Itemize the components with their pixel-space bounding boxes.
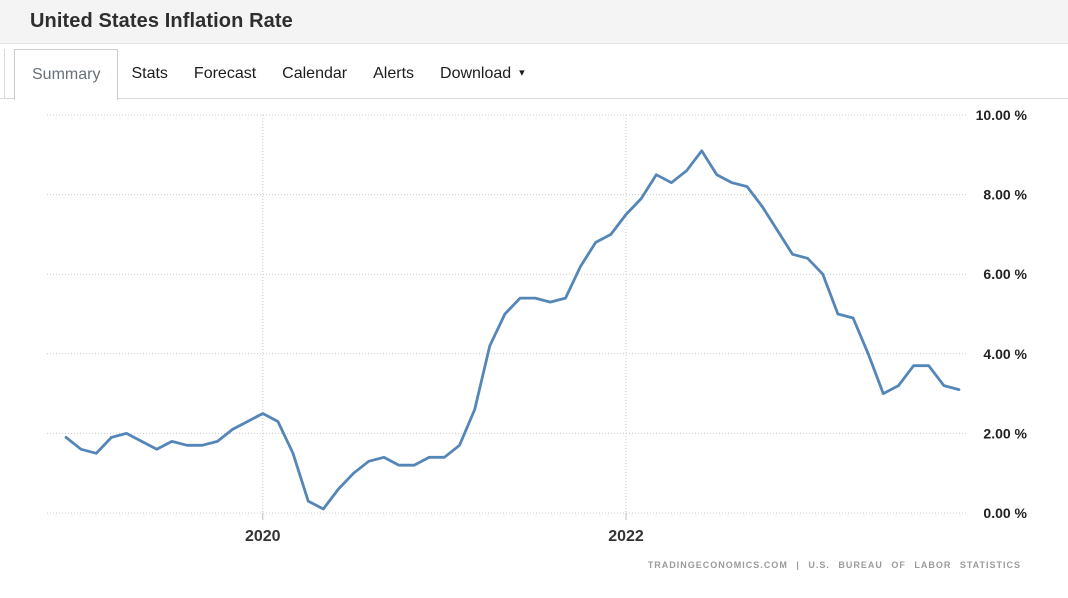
tab-label: Calendar — [282, 64, 348, 82]
tab-download[interactable]: Download ▾ — [427, 49, 538, 98]
tab-calendar[interactable]: Calendar — [269, 49, 360, 98]
tab-label: Alerts — [373, 64, 415, 82]
tab-label: Stats — [131, 64, 168, 82]
y-axis-label: 2.00 % — [983, 425, 1027, 441]
tab-label: Summary — [32, 66, 101, 83]
y-axis-label: 6.00 % — [983, 266, 1027, 282]
page-header: United States Inflation Rate — [0, 0, 1068, 44]
inflation-line-series[interactable] — [64, 149, 961, 511]
y-axis-label: 0.00 % — [983, 505, 1027, 521]
tab-forecast[interactable]: Forecast — [181, 49, 269, 98]
chart-canvas[interactable]: 0.00 % 2.00 % 4.00 % 6.00 % 8.00 % 10.00 % 202… — [0, 100, 1068, 598]
tab-label: Forecast — [193, 64, 257, 82]
tab-bar: Summary Stats Forecast Calendar Alerts Downlo… — [0, 49, 1068, 100]
chart-attribution[interactable]: TRADINGECONOMICS.COM | U.S. BUREAU OF LA… — [647, 560, 1021, 570]
tab-stats[interactable]: Stats — [118, 49, 180, 98]
y-axis-label: 10.00 % — [976, 107, 1028, 123]
tab-label: Download — [440, 64, 512, 82]
x-axis-label: 2022 — [608, 528, 644, 545]
tab-alerts[interactable]: Alerts — [360, 49, 427, 98]
caret-down-icon: ▾ — [519, 67, 525, 79]
page-title: United States Inflation Rate — [30, 10, 293, 32]
y-axis-label: 8.00 % — [983, 187, 1027, 203]
x-axis-label: 2020 — [245, 528, 281, 545]
tab-list: Summary Stats Forecast Calendar Alerts Downlo… — [14, 49, 538, 100]
tab-summary[interactable]: Summary — [14, 49, 119, 100]
y-axis-label: 4.00 % — [983, 346, 1027, 362]
inflation-chart[interactable]: 0.00 % 2.00 % 4.00 % 6.00 % 8.00 % 10.00 % 202… — [0, 100, 1068, 598]
panel-left-border — [4, 49, 5, 99]
